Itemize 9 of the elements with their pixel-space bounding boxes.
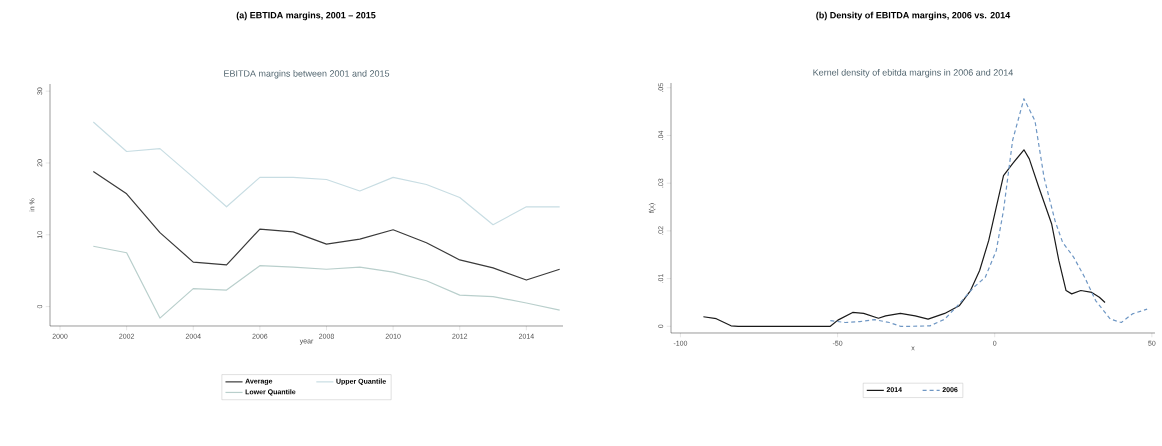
line-series xyxy=(829,98,1148,327)
line-series xyxy=(92,121,561,226)
line-series xyxy=(702,149,1106,327)
chart-title: (a) EBTIDA margins, 2001 – 2015 xyxy=(236,11,376,21)
chart-subtitle: Kernel density of ebitda margins in 2006 and 2014 xyxy=(813,69,1014,78)
chart-title: (b) Density of EBITDA margins, 2006 vs. 2014 xyxy=(816,11,1011,21)
line-series xyxy=(92,171,561,281)
line-series xyxy=(92,245,561,319)
chart-subtitle: EBITDA margins between 2001 and 2015 xyxy=(224,70,390,79)
